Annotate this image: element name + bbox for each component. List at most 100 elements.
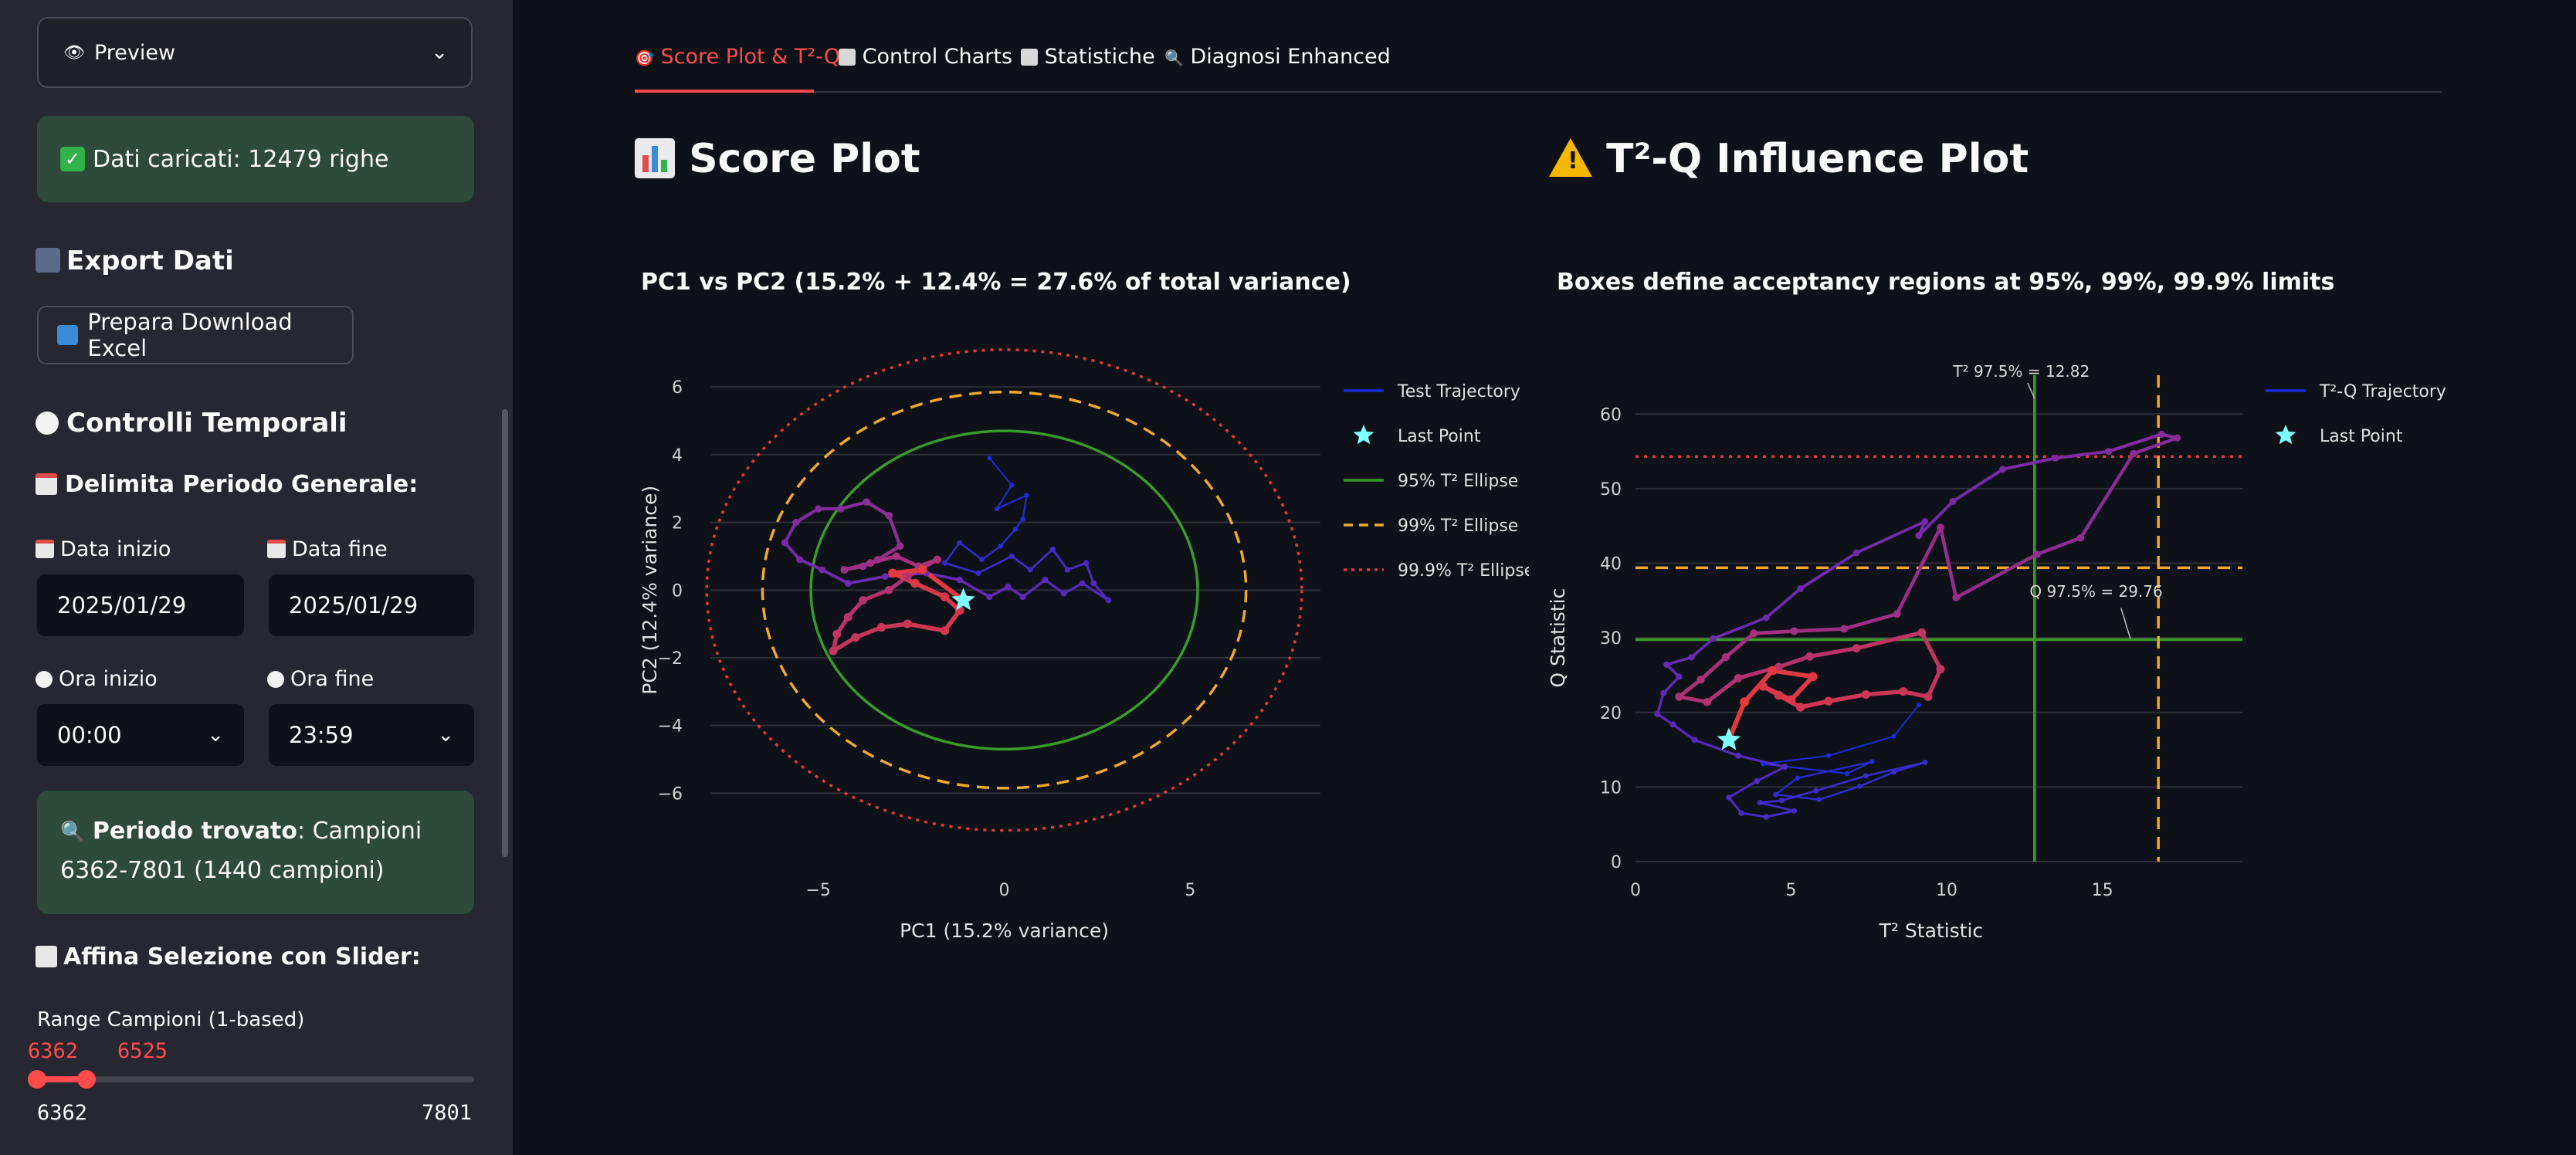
score-trajectory-point — [836, 505, 845, 513]
tq-trajectory-segment — [1665, 655, 1693, 666]
score-trajectory-segment — [988, 457, 1013, 486]
sidebar-scrollbar[interactable] — [502, 409, 508, 857]
tq-trajectory-point — [1808, 672, 1818, 682]
tab-score-plot-label: Score Plot & T²-Q — [660, 45, 841, 69]
score-ellipse-95 — [809, 429, 1199, 751]
score-trajectory-segment — [879, 622, 910, 630]
chevron-down-icon[interactable]: ⌄ — [437, 723, 454, 747]
tq-trajectory-segment — [1826, 692, 1869, 704]
tq-trajectory-segment — [1726, 699, 1747, 743]
tq-trajectory-point — [1916, 703, 1921, 708]
tq-trajectory-segment — [1938, 525, 1958, 600]
preview-select[interactable]: 👁 Preview ⌄ — [37, 17, 473, 88]
score-trajectory-point — [885, 512, 893, 520]
tab-active-indicator — [635, 90, 814, 93]
score-trajectory-segment — [1085, 561, 1095, 585]
tq-trajectory-point — [1750, 629, 1758, 638]
chevron-down-icon[interactable]: ⌄ — [207, 723, 224, 747]
score-trajectory-point — [1008, 553, 1015, 559]
tq-t2-annotation-arrow — [2027, 382, 2035, 399]
tq-legend-label: Last Point — [2320, 427, 2403, 446]
score-trajectory-point — [1027, 567, 1033, 573]
score-trajectory-point — [819, 566, 825, 574]
tab-divider — [635, 91, 2442, 93]
magnifier-icon: 🔍 — [1164, 49, 1184, 67]
eye-icon: 👁 — [63, 42, 85, 63]
tab-statistiche-label: Statistiche — [1044, 45, 1155, 69]
chevron-down-icon[interactable]: ⌄ — [431, 41, 448, 64]
tab-score-plot[interactable]: 🎯 Score Plot & T²-Q — [635, 45, 840, 69]
time-controls-title: Controlli Temporali — [66, 408, 347, 439]
score-plot-chart[interactable]: PC1 vs PC2 (15.2% + 12.4% = 27.6% of tot… — [618, 247, 1529, 957]
end-date-label: Data fine — [267, 537, 388, 561]
tab-diagnosi-enhanced[interactable]: 🔍 Diagnosi Enhanced — [1164, 45, 1391, 69]
slider-track[interactable] — [37, 1076, 474, 1082]
t2-q-influence-chart[interactable]: Boxes define acceptancy regions at 95%, … — [1540, 247, 2466, 957]
score-y-tick-label: 2 — [672, 514, 683, 533]
slider-low-handle[interactable] — [28, 1070, 46, 1089]
preview-select-label: Preview — [93, 40, 176, 65]
start-time-select[interactable]: 00:00 ⌄ — [37, 704, 244, 766]
tq-trajectory-segment — [1774, 777, 1798, 796]
period-heading-text: Delimita Periodo Generale: — [65, 471, 419, 498]
tab-statistiche[interactable]: Statistiche — [1021, 45, 1155, 69]
tq-trajectory-segment — [1855, 520, 1927, 554]
score-trajectory-point — [1012, 527, 1019, 532]
calendar-icon — [36, 473, 57, 495]
slider-high-handle[interactable] — [76, 1070, 96, 1089]
score-plot-title: Score Plot — [689, 136, 920, 182]
score-trajectory-segment — [839, 500, 869, 511]
tq-y-tick-label: 50 — [1600, 480, 1622, 500]
tq-trajectory-point — [1757, 800, 1763, 806]
tab-control-charts[interactable]: Control Charts — [839, 45, 1012, 69]
bar-chart-icon — [635, 138, 675, 178]
score-trajectory-point — [859, 596, 867, 605]
score-trajectory-point — [896, 542, 904, 550]
tq-trajectory-point — [1740, 697, 1750, 707]
score-trajectory-segment — [958, 541, 983, 561]
tq-trajectory-segment — [1770, 668, 1815, 679]
prepare-download-button[interactable]: Prepara Download Excel — [37, 306, 354, 364]
tq-x-axis-label: T² Statistic — [1879, 920, 1984, 942]
score-trajectory-segment — [905, 622, 947, 633]
score-ellipse-99-9 — [705, 348, 1303, 832]
tab-diagnosi-enhanced-label: Diagnosi Enhanced — [1190, 45, 1391, 69]
end-date-input[interactable]: 2025/01/29 — [269, 574, 474, 636]
tq-y-tick-label: 60 — [1600, 405, 1622, 425]
tq-trajectory-point — [1856, 784, 1863, 789]
tq-y-tick-label: 40 — [1600, 555, 1622, 574]
tq-trajectory-segment — [1842, 611, 1899, 631]
tq-legend-star — [2275, 425, 2296, 445]
score-trajectory-point — [815, 505, 822, 513]
tq-trajectory-point — [1781, 764, 1788, 771]
tq-chart-title: Boxes define acceptancy regions at 95%, … — [1557, 269, 2334, 296]
score-trajectory-point — [1005, 583, 1012, 591]
tq-trajectory-point — [1891, 733, 1896, 739]
tq-trajectory-point — [1805, 652, 1815, 661]
tq-trajectory-point — [1688, 654, 1695, 661]
score-trajectory-segment — [913, 581, 947, 599]
slider-max: 7801 — [422, 1101, 473, 1125]
time-controls-heading: Controlli Temporali — [36, 408, 347, 439]
tq-trajectory-point — [1768, 666, 1778, 676]
tq-trajectory-point — [1795, 775, 1800, 781]
tq-trajectory-point — [1852, 549, 1860, 557]
end-date-label-text: Data fine — [292, 537, 388, 561]
score-trajectory-point — [863, 498, 871, 506]
end-time-select[interactable]: 23:59 ⌄ — [269, 704, 474, 766]
start-date-input[interactable]: 2025/01/29 — [37, 574, 244, 636]
tq-trajectory-point — [2130, 449, 2137, 458]
score-trajectory-segment — [1010, 555, 1032, 571]
tq-trajectory-point — [1763, 614, 1770, 622]
score-trajectory-point — [859, 562, 867, 571]
calendar-icon — [36, 540, 54, 558]
tq-trajectory-point — [2076, 533, 2085, 542]
score-trajectory-segment — [842, 561, 873, 572]
score-trajectory-point — [903, 572, 912, 581]
tq-trajectory-segment — [2107, 432, 2164, 453]
score-trajectory-point — [1009, 483, 1015, 488]
tq-q-annotation-arrow — [2120, 608, 2131, 639]
tq-trajectory-segment — [2079, 452, 2136, 540]
score-trajectory-segment — [831, 635, 858, 653]
score-trajectory-point — [884, 585, 893, 594]
